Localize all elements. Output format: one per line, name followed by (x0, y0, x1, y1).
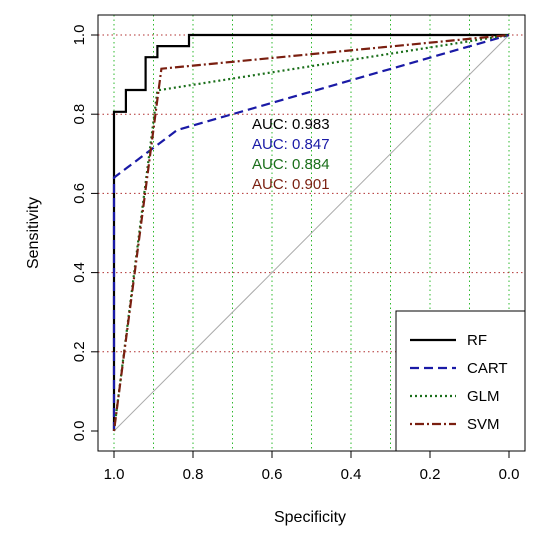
legend-label-glm: GLM (467, 388, 500, 405)
x-tick-label: 0.8 (183, 466, 204, 483)
y-axis: 0.0 0.2 0.4 0.6 0.8 1.0 (71, 25, 98, 442)
legend-label-cart: CART (467, 360, 508, 377)
auc-label-cart: AUC: 0.847 (252, 136, 330, 153)
x-axis: 1.0 0.8 0.6 0.4 0.2 0.0 (104, 451, 520, 483)
roc-curves (112, 33, 510, 432)
y-tick-label: 0.6 (71, 183, 88, 204)
y-tick-label: 0.0 (71, 421, 88, 442)
roc-curve-glm (112, 33, 510, 432)
legend-label-svm: SVM (467, 416, 500, 433)
auc-label-rf: AUC: 0.983 (252, 116, 330, 133)
y-tick-label: 0.8 (71, 104, 88, 125)
legend: RF CART GLM SVM (395, 310, 526, 452)
auc-annotations: AUC: 0.983 AUC: 0.847 AUC: 0.884 AUC: 0.901 (252, 116, 330, 193)
y-tick-label: 0.2 (71, 341, 88, 362)
x-tick-label: 1.0 (104, 466, 125, 483)
x-tick-label: 0.6 (262, 466, 283, 483)
x-axis-label: Specificity (274, 509, 346, 526)
roc-curve-rf (112, 33, 509, 431)
reference-diagonal (113, 34, 510, 432)
x-tick-label: 0.0 (499, 466, 520, 483)
y-tick-label: 1.0 (71, 25, 88, 46)
roc-curve-cart (112, 33, 510, 431)
auc-label-svm: AUC: 0.901 (252, 176, 330, 193)
auc-label-glm: AUC: 0.884 (252, 156, 330, 173)
x-tick-label: 0.2 (420, 466, 441, 483)
legend-label-rf: RF (467, 332, 487, 349)
roc-curve-svm (112, 33, 510, 432)
plot-frame (97, 14, 526, 452)
legend-box (395, 310, 526, 452)
x-tick-label: 0.4 (341, 466, 362, 483)
y-tick-label: 0.4 (71, 262, 88, 283)
y-axis-label: Sensitivity (25, 197, 42, 269)
